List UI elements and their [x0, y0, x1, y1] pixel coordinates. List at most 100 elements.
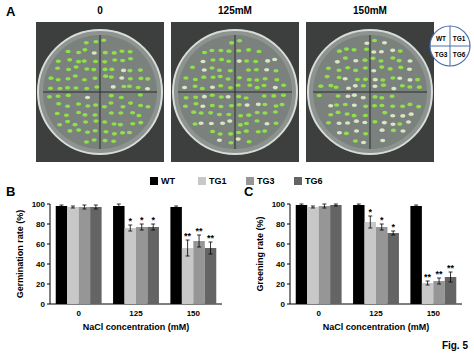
seedling [66, 50, 71, 54]
seedling [109, 94, 114, 98]
seedling [378, 59, 383, 63]
error-bar [186, 240, 190, 256]
seedling [119, 96, 124, 100]
seedling [112, 122, 117, 126]
seedling [318, 84, 323, 88]
seedling [273, 86, 278, 90]
seedling [47, 95, 52, 99]
bar [193, 241, 204, 304]
seedling [120, 59, 125, 63]
seedling [210, 75, 215, 79]
seedling [84, 87, 89, 91]
seedling [93, 40, 98, 44]
seedling [56, 60, 61, 64]
seedling [336, 76, 341, 80]
dish [38, 30, 162, 154]
seedling [281, 93, 286, 97]
error-cap [151, 230, 155, 231]
bar [387, 233, 398, 304]
seedling [48, 76, 53, 80]
quadrant-line [100, 35, 101, 149]
seedling [236, 95, 241, 99]
seedling [112, 132, 117, 136]
error-cap [174, 208, 178, 209]
seedling [317, 94, 322, 98]
seedling [145, 105, 150, 109]
seedling [391, 129, 396, 133]
seedling [93, 103, 98, 107]
seedling [74, 65, 79, 69]
seedling [328, 104, 333, 108]
bar [79, 207, 90, 304]
error-bar [368, 216, 372, 228]
seedling [183, 96, 188, 100]
seedling [254, 68, 259, 72]
seedling [228, 86, 233, 90]
seedling [92, 76, 97, 80]
legend-swatch [198, 177, 206, 185]
seedling [346, 86, 351, 90]
seedling [363, 132, 368, 136]
y-tick-label: 60 [36, 240, 45, 249]
seedling [262, 103, 267, 107]
seedling [328, 113, 333, 117]
y-tick [47, 264, 50, 265]
error-cap [311, 208, 315, 209]
seedling [381, 83, 386, 87]
seedling [193, 102, 198, 106]
seedling [363, 114, 368, 118]
seedling [229, 41, 234, 45]
y-tick [287, 204, 290, 205]
seedling [55, 112, 60, 116]
seedling [372, 120, 377, 124]
seedling [84, 67, 89, 71]
seedling [335, 94, 340, 98]
error-stem [324, 204, 325, 208]
significance: ** [196, 226, 204, 236]
seedling [112, 58, 117, 62]
seedling [183, 76, 188, 80]
seedling [371, 69, 376, 73]
seedling [183, 104, 188, 108]
seedling [218, 132, 223, 136]
seedling [415, 78, 420, 82]
significance: * [129, 216, 133, 226]
seedling [400, 84, 405, 88]
seedling [390, 122, 395, 126]
seedling [246, 68, 251, 72]
seedling [262, 129, 267, 133]
seedling [217, 69, 222, 73]
seedling [336, 69, 341, 73]
seedling [363, 105, 368, 109]
seedling [400, 105, 405, 109]
seedling [236, 131, 241, 135]
y-tick-label: 20 [276, 280, 285, 289]
error-cap [357, 206, 361, 207]
seedling [238, 114, 243, 118]
figure-label: Fig. 5 [442, 340, 469, 351]
seedling [121, 85, 126, 89]
y-tick-label: 60 [276, 240, 285, 249]
seedling [407, 85, 412, 89]
agar [43, 35, 157, 149]
seedling [101, 39, 106, 43]
seedling [93, 129, 98, 133]
seedling [398, 66, 403, 70]
error-bar [209, 242, 213, 254]
seedling [390, 56, 395, 60]
error-cap [71, 208, 75, 209]
error-cap [186, 256, 190, 257]
seedling [138, 93, 143, 97]
seedling [361, 96, 366, 100]
seedling [345, 121, 350, 125]
seedling [217, 113, 222, 117]
error-bar [94, 205, 98, 209]
seedling [400, 114, 405, 118]
seedling [103, 51, 108, 55]
significance: * [391, 222, 395, 232]
seedling [397, 122, 402, 126]
seedling [264, 122, 269, 126]
legend-label: WT [161, 176, 175, 186]
x-axis-label: NaCl concentration (mM) [83, 322, 190, 332]
figure: A0125mM150mMWTTG1TG3TG6WTTG1TG3TG6B02040… [0, 0, 474, 355]
